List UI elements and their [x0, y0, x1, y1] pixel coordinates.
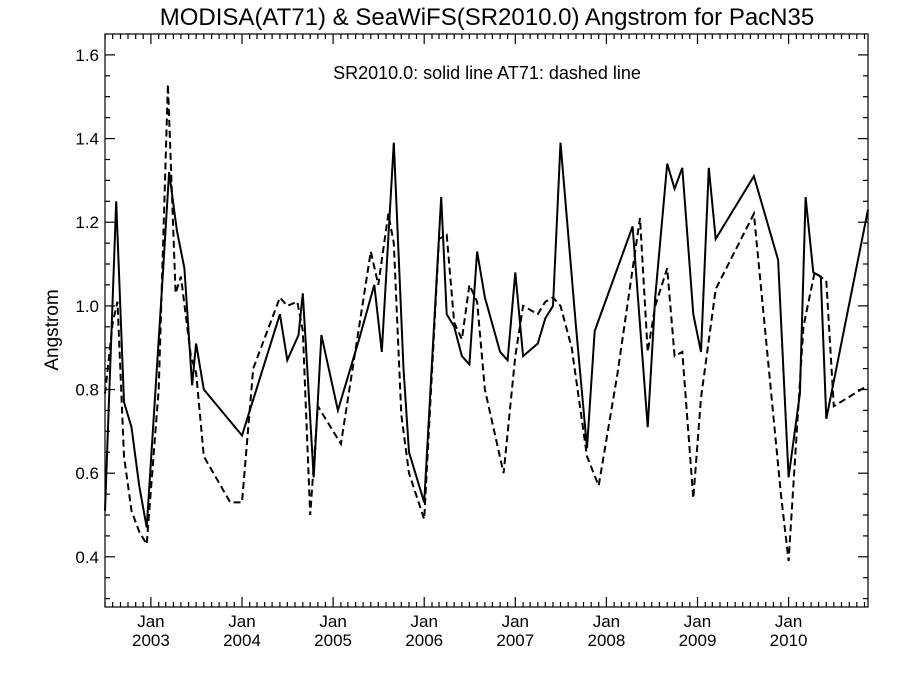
series-layer [104, 84, 869, 562]
x-tick-label-year: 2008 [587, 631, 625, 650]
y-tick-label: 0.8 [75, 381, 99, 400]
x-tick-label-year: 2010 [770, 631, 808, 650]
y-axis: 0.4 0.6 0.8 1.0 1.2 1.4 1.6 [75, 46, 868, 600]
y-tick-label: 0.6 [75, 464, 99, 483]
chart-title: MODISA(AT71) & SeaWiFS(SR2010.0) Angstro… [160, 4, 814, 31]
x-tick-label-year: 2003 [132, 631, 170, 650]
y-tick-label: 1.6 [75, 46, 99, 65]
x-tick-label-year: 2005 [314, 631, 352, 650]
x-tick-label-month: Jan [502, 612, 529, 631]
y-tick-label: 1.4 [75, 130, 99, 149]
x-tick-label-month: Jan [775, 612, 802, 631]
series-line-sr2010-0 [104, 142, 869, 528]
x-axis: Jan2003Jan2004Jan2005Jan2006Jan2007Jan20… [104, 34, 866, 650]
x-tick-label-month: Jan [410, 612, 437, 631]
series-line-at71 [104, 84, 869, 562]
x-tick-label-year: 2006 [405, 631, 443, 650]
x-tick-label-month: Jan [319, 612, 346, 631]
y-tick-label: 0.4 [75, 548, 99, 567]
y-tick-label: 1.0 [75, 297, 99, 316]
x-tick-label-month: Jan [137, 612, 164, 631]
y-tick-label: 1.2 [75, 213, 99, 232]
x-tick-label-year: 2004 [223, 631, 261, 650]
plot-frame [104, 33, 869, 608]
x-tick-label-month: Jan [593, 612, 620, 631]
x-tick-label-year: 2009 [679, 631, 717, 650]
x-tick-label-month: Jan [228, 612, 255, 631]
y-axis-label: Angstrom [42, 289, 63, 370]
line-style-legend: SR2010.0: solid line AT71: dashed line [333, 63, 641, 83]
x-tick-label-month: Jan [684, 612, 711, 631]
x-tick-label-year: 2007 [496, 631, 534, 650]
